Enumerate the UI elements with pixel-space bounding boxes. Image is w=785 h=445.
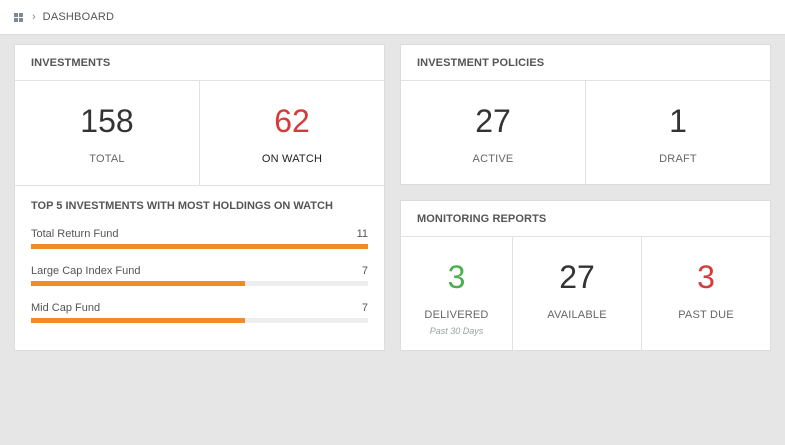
reports-delivered-sub: Past 30 Days	[429, 326, 484, 336]
top5-bar-fill	[31, 244, 368, 249]
reports-title: MONITORING REPORTS	[401, 201, 770, 237]
top5-item[interactable]: Mid Cap Fund 7	[31, 302, 368, 323]
top5-item-header: Total Return Fund 11	[31, 228, 368, 240]
investments-title: INVESTMENTS	[15, 45, 384, 81]
top5-bar-track	[31, 244, 368, 249]
top5-bar-track	[31, 318, 368, 323]
investments-total-stat[interactable]: 158 TOTAL	[15, 81, 200, 185]
policies-active-label: ACTIVE	[472, 153, 514, 165]
policies-draft-value: 1	[669, 103, 687, 139]
investments-on-watch-value: 62	[274, 103, 310, 139]
investments-on-watch-stat[interactable]: 62 ON WATCH	[200, 81, 384, 185]
reports-available-stat[interactable]: 27 AVAILABLE	[513, 237, 642, 351]
reports-card: MONITORING REPORTS 3 DELIVERED Past 30 D…	[400, 200, 771, 351]
reports-delivered-label: DELIVERED	[424, 309, 489, 321]
top5-bar-fill	[31, 318, 246, 323]
top5-item[interactable]: Large Cap Index Fund 7	[31, 265, 368, 286]
policies-title: INVESTMENT POLICIES	[401, 45, 770, 81]
investments-total-label: TOTAL	[89, 153, 125, 165]
top5-bar-track	[31, 281, 368, 286]
investments-total-value: 158	[80, 103, 134, 139]
top5-item-count: 11	[356, 228, 368, 240]
top5-item-header: Mid Cap Fund 7	[31, 302, 368, 314]
policies-active-value: 27	[475, 103, 511, 139]
top5-item-count: 7	[361, 265, 368, 277]
breadcrumb-current: DASHBOARD	[42, 11, 115, 23]
breadcrumb-bar: › DASHBOARD	[0, 0, 785, 35]
reports-past-due-label: PAST DUE	[678, 309, 734, 321]
policies-draft-label: DRAFT	[659, 153, 697, 165]
reports-available-value: 27	[559, 259, 595, 295]
top5-item[interactable]: Total Return Fund 11	[31, 228, 368, 249]
top5-section: TOP 5 INVESTMENTS WITH MOST HOLDINGS ON …	[15, 185, 384, 323]
top5-bar-fill	[31, 281, 246, 286]
reports-delivered-value: 3	[447, 259, 466, 295]
top5-item-name: Total Return Fund	[31, 228, 119, 240]
investments-on-watch-label: ON WATCH	[261, 153, 323, 165]
top5-title: TOP 5 INVESTMENTS WITH MOST HOLDINGS ON …	[31, 200, 333, 212]
reports-available-label: AVAILABLE	[547, 309, 607, 321]
reports-past-due-value: 3	[697, 259, 715, 295]
grid-home-icon[interactable]	[14, 12, 23, 22]
investments-card: INVESTMENTS 158 TOTAL 62 ON WATCH TOP 5 …	[14, 44, 385, 351]
policies-active-stat[interactable]: 27 ACTIVE	[401, 81, 586, 185]
top5-item-count: 7	[361, 302, 368, 314]
policies-draft-stat[interactable]: 1 DRAFT	[586, 81, 770, 185]
top5-item-header: Large Cap Index Fund 7	[31, 265, 368, 277]
chevron-right-icon: ›	[32, 11, 36, 23]
top5-item-name: Mid Cap Fund	[31, 302, 101, 314]
top5-item-name: Large Cap Index Fund	[31, 265, 141, 277]
reports-past-due-stat[interactable]: 3 PAST DUE	[642, 237, 770, 351]
reports-delivered-stat[interactable]: 3 DELIVERED Past 30 Days	[401, 237, 513, 351]
policies-card: INVESTMENT POLICIES 27 ACTIVE 1 DRAFT	[400, 44, 771, 185]
